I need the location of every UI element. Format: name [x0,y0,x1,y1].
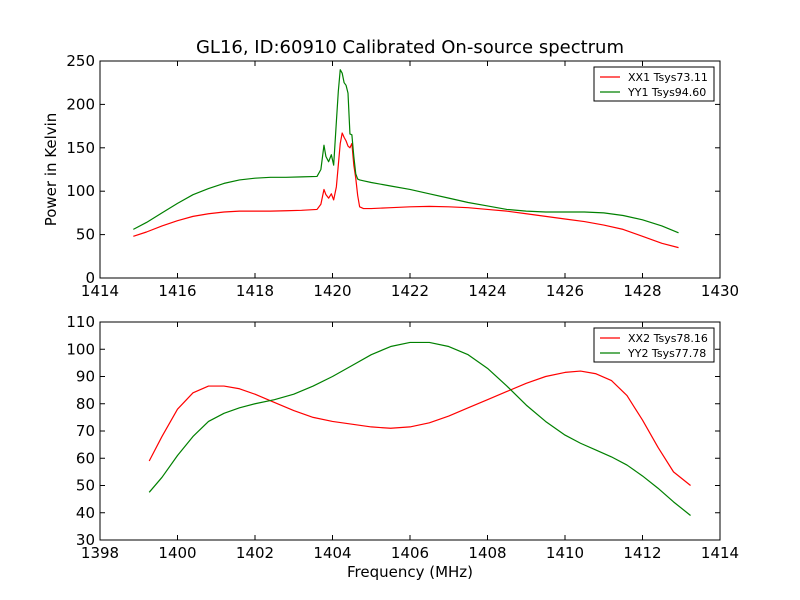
bottom-x-tick-label: 1414 [701,544,739,562]
top-y-tick-label: 200 [66,95,95,113]
top-x-tick-label: 1424 [468,282,506,300]
bottom-series-layer [148,341,691,516]
bottom-y-tick-label: 30 [76,531,95,549]
top-x-tick-label: 1430 [701,282,739,300]
bottom-x-tick-label: 1412 [623,544,661,562]
bottom-x-tick-label: 1398 [81,544,119,562]
bottom-spectrum-panel: 1398 1400 1402 1404 1406 1408 1410 1412 1414 30 40… [66,313,739,581]
bottom-y-tick-label: 80 [76,395,95,413]
top-series-layer [133,69,679,249]
bottom-series-line-yy [148,341,691,516]
top-y-tick-label: 150 [66,139,95,157]
top-series-line-yy [133,69,679,234]
bottom-y-tick-label: 50 [76,477,95,495]
top-y-tick-label: 0 [85,269,95,287]
top-legend-label-xx1: XX1 Tsys73.11 [628,71,708,84]
bottom-legend-label-xx2: XX2 Tsys78.16 [628,332,708,345]
top-ticks-layer: 1414 1416 1418 1420 1422 1424 1426 1428 1430 0 50 1… [66,52,739,300]
top-legend-box [593,66,715,102]
bottom-legend-label-yy2: YY2 Tsys77.78 [627,347,706,360]
top-x-tick-label: 1414 [81,282,119,300]
bottom-series-line-xx [148,370,691,486]
bottom-legend: XX2 Tsys78.16 YY2 Tsys77.78 [593,327,715,363]
top-y-axis-label: Power in Kelvin [42,113,60,227]
bottom-x-tick-label: 1404 [313,544,351,562]
bottom-y-tick-label: 90 [76,368,95,386]
top-x-tick-label: 1428 [623,282,661,300]
figure-title: GL16, ID:60910 Calibrated On-source spec… [196,37,624,58]
bottom-x-tick-label: 1402 [236,544,274,562]
bottom-ticks-layer: 1398 1400 1402 1404 1406 1408 1410 1412 1414 30 40… [66,313,739,562]
bottom-legend-box [593,327,715,363]
bottom-x-tick-label: 1406 [391,544,429,562]
top-y-tick-label: 250 [66,52,95,70]
top-x-tick-label: 1416 [158,282,196,300]
top-x-tick-label: 1420 [313,282,351,300]
bottom-x-tick-label: 1400 [158,544,196,562]
top-y-tick-label: 100 [66,182,95,200]
bottom-y-tick-label: 110 [66,313,95,331]
top-legend-label-yy1: YY1 Tsys94.60 [627,86,706,99]
top-y-tick-label: 50 [76,226,95,244]
top-spectrum-panel: 1414 1416 1418 1420 1422 1424 1426 1428 1430 0 50 1… [42,52,739,300]
bottom-x-axis-label: Frequency (MHz) [347,563,473,581]
top-legend: XX1 Tsys73.11 YY1 Tsys94.60 [593,66,715,102]
bottom-y-tick-label: 60 [76,449,95,467]
top-series-line-xx [133,132,679,249]
bottom-x-tick-label: 1410 [546,544,584,562]
top-x-tick-label: 1426 [546,282,584,300]
bottom-y-tick-label: 40 [76,504,95,522]
bottom-x-tick-label: 1408 [468,544,506,562]
bottom-y-tick-label: 100 [66,340,95,358]
bottom-y-tick-label: 70 [76,422,95,440]
top-x-tick-label: 1422 [391,282,429,300]
top-x-tick-label: 1418 [236,282,274,300]
